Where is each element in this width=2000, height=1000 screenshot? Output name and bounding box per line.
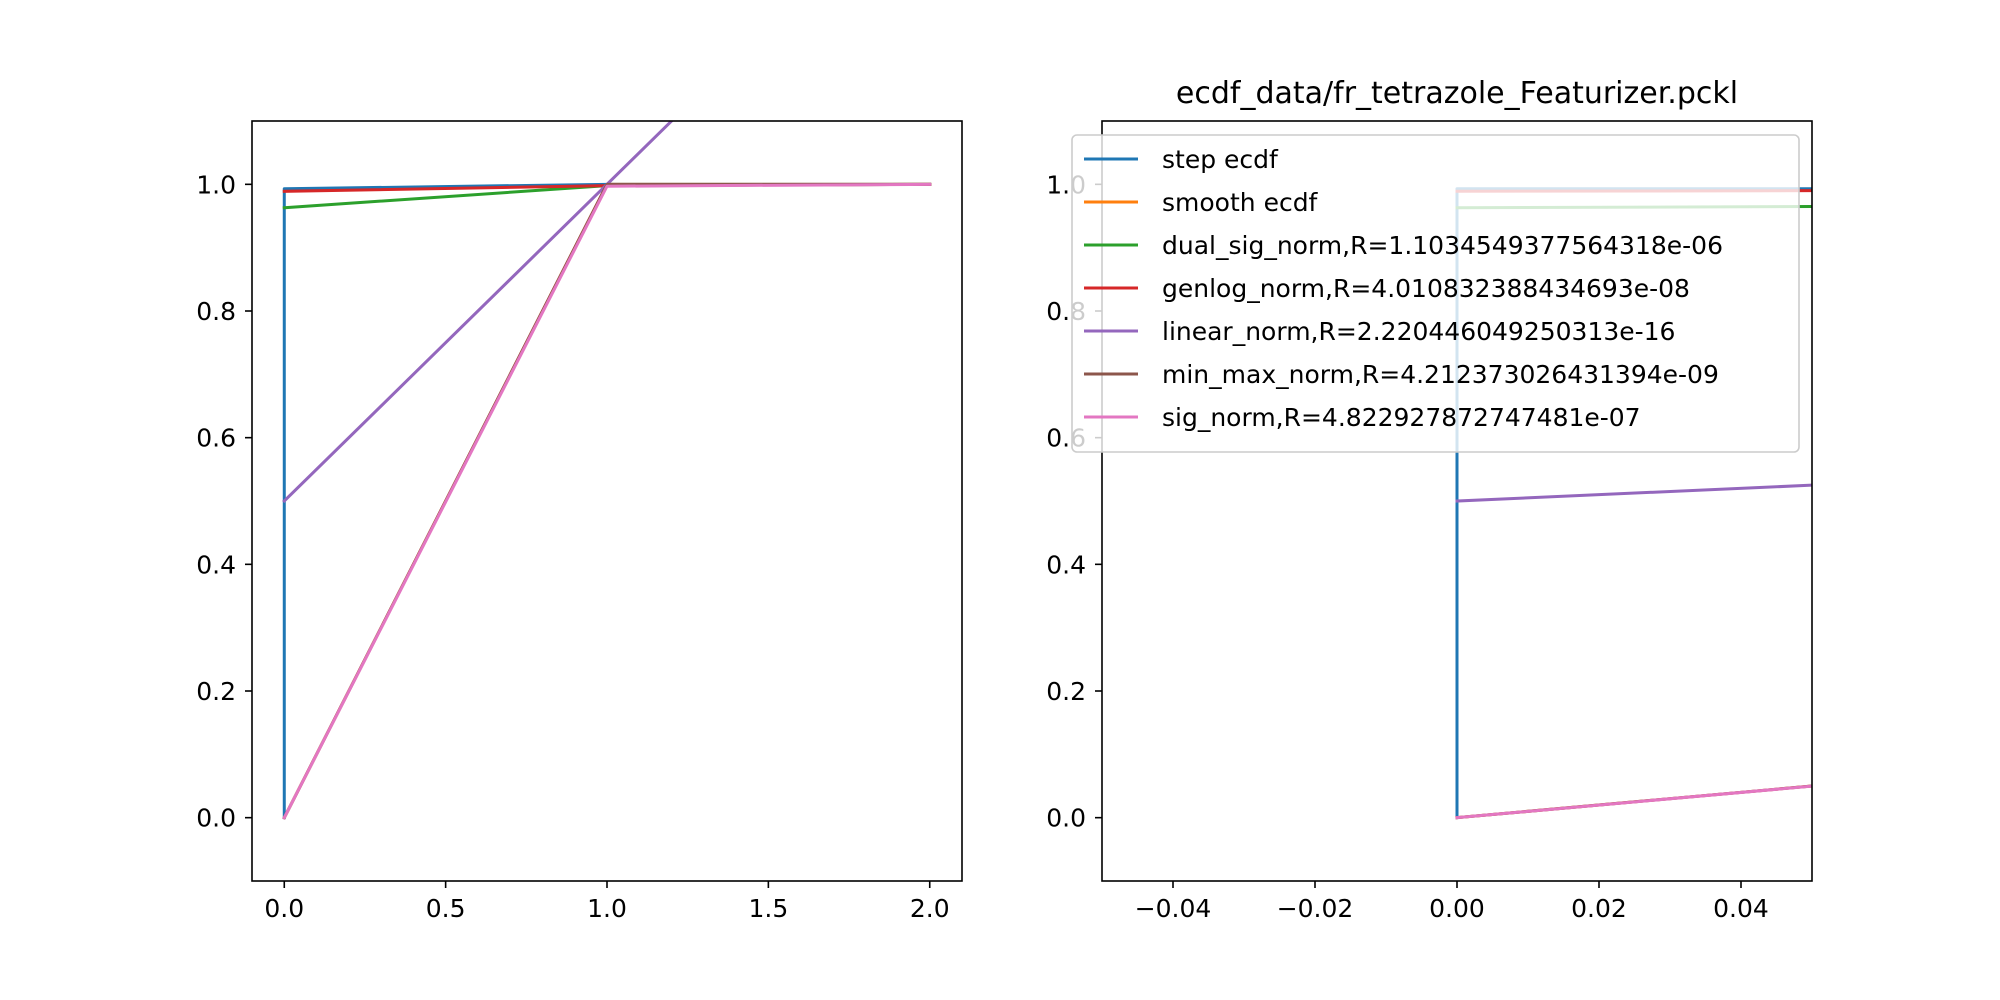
x-tick-label: 0.0 — [264, 894, 304, 923]
legend-label: genlog_norm,R=4.010832388434693e-08 — [1162, 274, 1690, 303]
legend-label: linear_norm,R=2.220446049250313e-16 — [1162, 317, 1675, 346]
y-tick-label: 0.4 — [196, 550, 236, 579]
x-tick-label: 0.00 — [1429, 894, 1485, 923]
legend-label: smooth ecdf — [1162, 188, 1319, 217]
left-plot: 0.0 0.5 1.0 1.5 2.0 0.0 0.2 0.4 0.6 0.8 1.0 — [196, 120, 963, 923]
series-line-4 — [1455, 483, 1812, 503]
legend-label: dual_sig_norm,R=1.1034549377564318e-06 — [1162, 231, 1723, 260]
y-tick-label: 0.0 — [1046, 804, 1086, 833]
y-tick-label: 0.6 — [196, 424, 236, 453]
x-tick-label: 1.5 — [748, 894, 788, 923]
x-tick-label: 0.04 — [1713, 894, 1769, 923]
x-tick-label: 1.0 — [587, 894, 627, 923]
series-group — [282, 121, 932, 820]
x-tick-label: −0.04 — [1135, 894, 1212, 923]
x-tick-label: 0.02 — [1571, 894, 1627, 923]
y-tick-label: 0.0 — [196, 804, 236, 833]
chart-title: ecdf_data/fr_tetrazole_Featurizer.pckl — [1176, 76, 1738, 111]
y-tick-label: 0.8 — [196, 297, 236, 326]
y-tick-label: 0.2 — [1046, 677, 1086, 706]
y-tick-label: 0.4 — [1046, 550, 1086, 579]
y-tick-label: 0.2 — [196, 677, 236, 706]
legend-label: step ecdf — [1162, 145, 1279, 174]
series-line-6 — [282, 182, 932, 820]
legend-box — [1071, 134, 1800, 453]
x-tick-label: 0.5 — [426, 894, 466, 923]
legend: step ecdf smooth ecdf dual_sig_norm,R=1.10… — [1071, 134, 1800, 453]
x-tick-label: 2.0 — [910, 894, 950, 923]
x-tick-label: −0.02 — [1277, 894, 1354, 923]
right-plot: −0.04 −0.02 0.00 0.02 0.040.00.20.40.60.81.0… — [1046, 76, 1813, 923]
series-line-6 — [1455, 784, 1812, 820]
y-tick-label: 1.0 — [196, 170, 236, 199]
legend-label: min_max_norm,R=4.212373026431394e-09 — [1162, 360, 1719, 389]
legend-label: sig_norm,R=4.822927872747481e-07 — [1162, 403, 1641, 432]
